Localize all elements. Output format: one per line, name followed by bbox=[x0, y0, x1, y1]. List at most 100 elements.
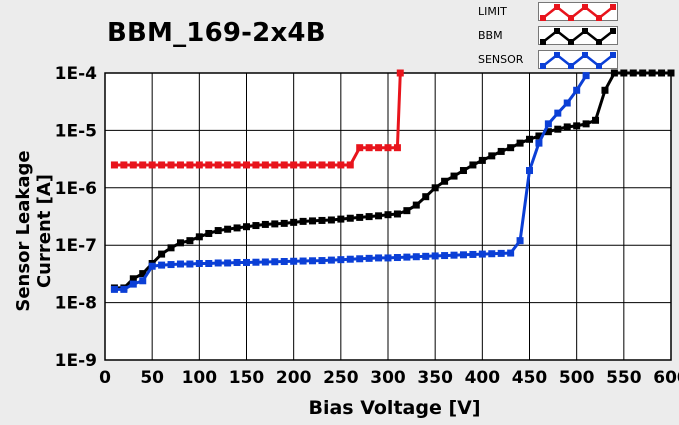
data-point bbox=[573, 86, 581, 94]
legend-marker bbox=[540, 63, 546, 69]
data-point bbox=[309, 161, 317, 169]
data-point bbox=[516, 139, 524, 147]
data-point bbox=[441, 252, 449, 260]
data-point bbox=[290, 161, 298, 169]
data-point bbox=[327, 216, 335, 224]
data-point bbox=[167, 244, 175, 252]
data-point bbox=[205, 229, 213, 237]
data-point bbox=[450, 251, 458, 259]
data-point bbox=[384, 254, 392, 262]
x-tick-label: 400 bbox=[465, 368, 501, 388]
data-point bbox=[667, 69, 675, 77]
legend-item-sensor: SENSOR bbox=[472, 49, 621, 71]
data-point bbox=[299, 257, 307, 265]
legend-swatch-limit bbox=[538, 2, 618, 21]
data-point bbox=[396, 69, 404, 77]
data-point bbox=[554, 125, 562, 133]
x-tick-label: 100 bbox=[182, 368, 218, 388]
y-tick-label: 1E-9 bbox=[55, 351, 97, 371]
x-tick-label: 150 bbox=[229, 368, 265, 388]
data-point bbox=[431, 252, 439, 260]
data-point bbox=[139, 277, 147, 285]
plot-frame bbox=[104, 72, 672, 361]
data-point bbox=[176, 161, 184, 169]
data-point bbox=[488, 152, 496, 160]
data-point bbox=[271, 258, 279, 266]
data-point bbox=[110, 285, 118, 293]
data-point bbox=[356, 255, 364, 263]
legend-marker bbox=[568, 63, 574, 69]
x-tick-label: 0 bbox=[99, 368, 111, 388]
data-point bbox=[431, 184, 439, 192]
legend-item-limit: LIMIT bbox=[472, 1, 621, 23]
data-point bbox=[356, 144, 364, 152]
legend-label-bbm: BBM bbox=[478, 29, 503, 42]
data-point bbox=[346, 161, 354, 169]
data-point bbox=[110, 161, 118, 169]
data-point bbox=[620, 69, 628, 77]
data-point bbox=[261, 220, 269, 228]
data-point bbox=[403, 207, 411, 215]
data-point bbox=[261, 258, 269, 266]
data-point bbox=[224, 225, 232, 233]
data-point bbox=[243, 223, 250, 231]
legend-marker bbox=[610, 4, 616, 10]
data-point bbox=[393, 254, 401, 262]
data-point bbox=[261, 161, 269, 169]
data-point bbox=[120, 285, 128, 293]
legend-marker bbox=[568, 15, 574, 21]
legend-marker bbox=[540, 15, 546, 21]
legend-label-limit: LIMIT bbox=[478, 5, 507, 18]
data-point bbox=[195, 233, 203, 241]
data-point bbox=[309, 257, 317, 265]
data-point bbox=[507, 144, 515, 152]
data-point bbox=[535, 139, 543, 147]
x-tick-label: 550 bbox=[606, 368, 642, 388]
data-point bbox=[469, 250, 477, 258]
data-point bbox=[346, 214, 354, 222]
data-point bbox=[224, 259, 232, 267]
data-point bbox=[299, 217, 307, 225]
data-point bbox=[450, 172, 458, 180]
data-point bbox=[610, 69, 618, 77]
data-point bbox=[384, 144, 392, 152]
data-point bbox=[290, 218, 298, 226]
data-point bbox=[526, 135, 533, 143]
y-tick-label: 1E-8 bbox=[55, 294, 97, 314]
data-point bbox=[393, 144, 401, 152]
data-point bbox=[280, 161, 288, 169]
data-point bbox=[280, 258, 288, 266]
y-tick-label: 1E-4 bbox=[55, 64, 97, 84]
data-point bbox=[365, 213, 373, 221]
data-point bbox=[365, 144, 373, 152]
data-point bbox=[148, 262, 156, 270]
data-point bbox=[384, 211, 392, 219]
data-point bbox=[601, 86, 609, 94]
y-tick-label: 1E-5 bbox=[55, 121, 97, 141]
data-point bbox=[346, 255, 354, 263]
data-point bbox=[129, 280, 137, 288]
data-point bbox=[544, 120, 552, 128]
x-tick-label: 50 bbox=[140, 368, 164, 388]
legend-marker bbox=[596, 63, 602, 69]
data-point bbox=[195, 259, 203, 267]
data-point bbox=[459, 167, 467, 175]
legend-marker bbox=[582, 52, 588, 58]
data-point bbox=[167, 161, 175, 169]
legend-marker bbox=[554, 52, 560, 58]
legend-marker bbox=[540, 39, 546, 45]
data-point bbox=[299, 161, 307, 169]
legend-label-sensor: SENSOR bbox=[478, 53, 524, 66]
data-point bbox=[233, 161, 241, 169]
data-point bbox=[176, 239, 184, 247]
data-point bbox=[507, 249, 515, 257]
data-point bbox=[148, 161, 156, 169]
x-tick-label: 300 bbox=[370, 368, 406, 388]
legend-marker bbox=[596, 39, 602, 45]
data-point bbox=[375, 212, 383, 220]
y-axis-label: Sensor Leakage Current [A] bbox=[13, 150, 55, 312]
legend-marker bbox=[568, 39, 574, 45]
data-point bbox=[563, 99, 571, 107]
data-point bbox=[318, 216, 326, 224]
data-point bbox=[139, 270, 147, 278]
